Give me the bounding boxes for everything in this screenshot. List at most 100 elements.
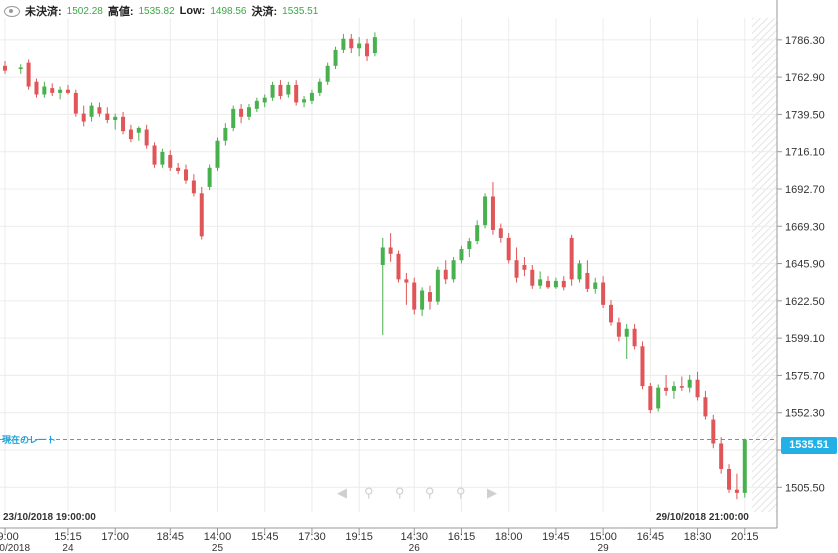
candle[interactable] xyxy=(498,223,503,243)
candle[interactable] xyxy=(270,81,275,101)
candle[interactable] xyxy=(632,323,637,350)
candle[interactable] xyxy=(656,384,661,412)
candle[interactable] xyxy=(727,464,732,493)
candle[interactable] xyxy=(246,104,251,120)
candle[interactable] xyxy=(648,382,653,414)
candle[interactable] xyxy=(624,323,629,360)
candle[interactable] xyxy=(18,64,23,74)
candle[interactable] xyxy=(42,81,47,98)
candle[interactable] xyxy=(160,148,165,168)
scroll-left-icon[interactable]: ◀ xyxy=(337,485,347,500)
candle[interactable] xyxy=(294,80,299,106)
candle[interactable] xyxy=(420,287,425,316)
candle[interactable] xyxy=(734,473,739,500)
candle[interactable] xyxy=(561,276,566,291)
candle[interactable] xyxy=(451,257,456,283)
candle[interactable] xyxy=(3,61,7,74)
candle[interactable] xyxy=(121,112,126,135)
candle[interactable] xyxy=(467,237,472,258)
candle[interactable] xyxy=(506,233,511,264)
candle[interactable] xyxy=(459,245,464,264)
candle[interactable] xyxy=(695,371,700,401)
candle[interactable] xyxy=(333,46,338,69)
candle[interactable] xyxy=(168,150,173,171)
candle[interactable] xyxy=(73,89,78,117)
candle[interactable] xyxy=(50,83,55,97)
candle[interactable] xyxy=(207,164,212,191)
candle[interactable] xyxy=(616,317,621,342)
candle[interactable] xyxy=(388,233,393,262)
candle[interactable] xyxy=(608,300,613,326)
candle[interactable] xyxy=(412,277,417,315)
zoom-in-alt-icon[interactable]: ⚲ xyxy=(425,485,435,500)
candle[interactable] xyxy=(483,193,488,229)
candle[interactable] xyxy=(191,174,196,197)
candle[interactable] xyxy=(254,97,259,113)
candle[interactable] xyxy=(679,376,684,391)
candle[interactable] xyxy=(302,96,307,108)
candle[interactable] xyxy=(671,381,676,399)
candle[interactable] xyxy=(309,89,314,105)
candle[interactable] xyxy=(239,104,244,124)
candle[interactable] xyxy=(593,277,598,294)
candle[interactable] xyxy=(231,105,236,132)
eye-icon[interactable] xyxy=(4,5,20,17)
candle[interactable] xyxy=(703,390,708,420)
zoom-in-icon[interactable]: ⚲ xyxy=(364,485,374,500)
candle[interactable] xyxy=(113,113,118,130)
candle[interactable] xyxy=(286,81,291,98)
candle[interactable] xyxy=(443,260,448,285)
candle[interactable] xyxy=(341,33,346,54)
candle[interactable] xyxy=(601,276,606,309)
candle[interactable] xyxy=(357,37,362,57)
scroll-right-icon[interactable]: ▶ xyxy=(487,485,497,500)
candle[interactable] xyxy=(97,102,102,117)
candle[interactable] xyxy=(26,59,31,90)
zoom-reset-icon[interactable]: ⚲ xyxy=(456,485,466,500)
candle[interactable] xyxy=(396,250,401,283)
candle[interactable] xyxy=(435,266,440,305)
candle[interactable] xyxy=(577,260,582,283)
candle[interactable] xyxy=(742,438,747,498)
candle[interactable] xyxy=(719,437,724,474)
candle[interactable] xyxy=(427,285,432,310)
candle[interactable] xyxy=(640,341,645,390)
candle[interactable] xyxy=(475,220,480,245)
candle[interactable] xyxy=(144,124,149,149)
candle[interactable] xyxy=(404,272,409,305)
candle[interactable] xyxy=(128,124,133,143)
candle[interactable] xyxy=(176,163,181,175)
candle[interactable] xyxy=(490,182,495,235)
candle[interactable] xyxy=(546,276,551,289)
candle[interactable] xyxy=(325,62,330,85)
candle[interactable] xyxy=(372,32,377,57)
candle[interactable] xyxy=(199,186,204,240)
candle[interactable] xyxy=(278,80,283,100)
candle[interactable] xyxy=(585,260,590,293)
candle[interactable] xyxy=(152,142,157,168)
candle[interactable] xyxy=(553,277,558,289)
zoom-out-icon[interactable]: ⚲ xyxy=(395,485,405,500)
candle[interactable] xyxy=(664,374,669,396)
candle[interactable] xyxy=(58,86,63,100)
candle[interactable] xyxy=(223,123,228,146)
candle[interactable] xyxy=(34,78,39,98)
candle[interactable] xyxy=(215,137,220,171)
candle[interactable] xyxy=(317,78,322,97)
candle[interactable] xyxy=(105,107,110,124)
candle[interactable] xyxy=(262,94,267,108)
candle[interactable] xyxy=(530,265,535,289)
candle[interactable] xyxy=(538,271,543,289)
candle[interactable] xyxy=(380,237,385,336)
candle[interactable] xyxy=(349,33,354,54)
candle[interactable] xyxy=(365,38,370,62)
candle[interactable] xyxy=(89,102,94,122)
candle[interactable] xyxy=(711,414,716,449)
candle[interactable] xyxy=(184,164,189,184)
candle[interactable] xyxy=(81,105,86,127)
candle[interactable] xyxy=(522,257,527,277)
candle[interactable] xyxy=(569,234,574,286)
candle[interactable] xyxy=(65,84,70,95)
candle[interactable] xyxy=(687,374,692,393)
